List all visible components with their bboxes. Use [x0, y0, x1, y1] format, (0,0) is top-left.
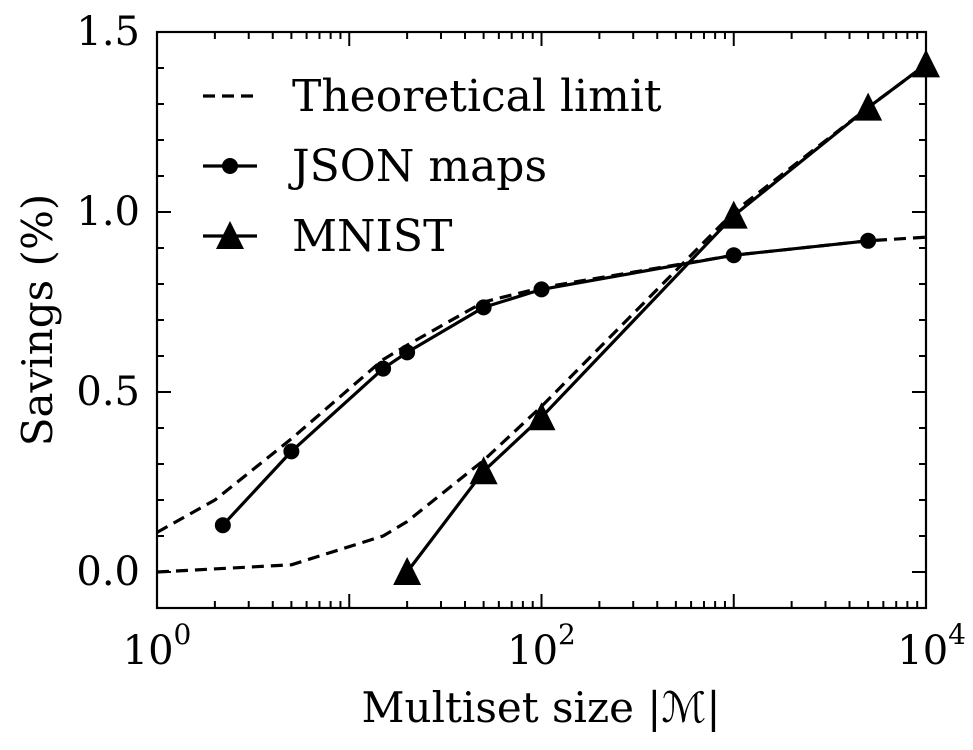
marker-layer [214, 49, 940, 585]
json-maps-point [725, 247, 742, 264]
y-tick-label: 0.5 [76, 369, 140, 415]
series-line-2 [221, 239, 869, 527]
axis-ticks [156, 31, 927, 609]
mnist-point [469, 456, 498, 485]
mnist-point [719, 200, 748, 229]
tick-labels: 0.0 0.5 1.0 1.5 100 102 104 [76, 9, 966, 674]
json-maps-point [375, 360, 392, 377]
y-tick-label: 1.0 [76, 189, 140, 235]
mnist-point [854, 92, 883, 121]
json-maps-point [475, 299, 492, 316]
legend: Theoretical limit JSON maps MNIST [203, 71, 662, 262]
series-layer [157, 63, 926, 574]
y-tick-label: 0.0 [76, 549, 140, 595]
series-line-3 [405, 63, 926, 573]
y-axis-label: Savings (%) [13, 194, 62, 447]
x-tick-label: 102 [507, 618, 576, 674]
json-maps-point [283, 443, 300, 460]
legend-marker-triangle [216, 221, 244, 249]
legend-marker-circle [222, 158, 238, 174]
legend-label: MNIST [292, 211, 452, 262]
json-maps-point [399, 344, 416, 361]
mnist-point [527, 402, 556, 431]
legend-label: JSON maps [288, 141, 547, 192]
x-tick-label: 100 [123, 618, 192, 674]
x-tick-label: 104 [897, 618, 966, 674]
y-tick-label: 1.5 [76, 9, 140, 55]
json-maps-point [214, 517, 231, 534]
x-axis-label: Multiset size |ℳ| [362, 683, 721, 732]
plot-frame [155, 30, 928, 610]
json-maps-point [533, 281, 550, 298]
mnist-point [393, 557, 422, 585]
json-maps-point [860, 232, 877, 249]
legend-label: Theoretical limit [292, 71, 662, 122]
